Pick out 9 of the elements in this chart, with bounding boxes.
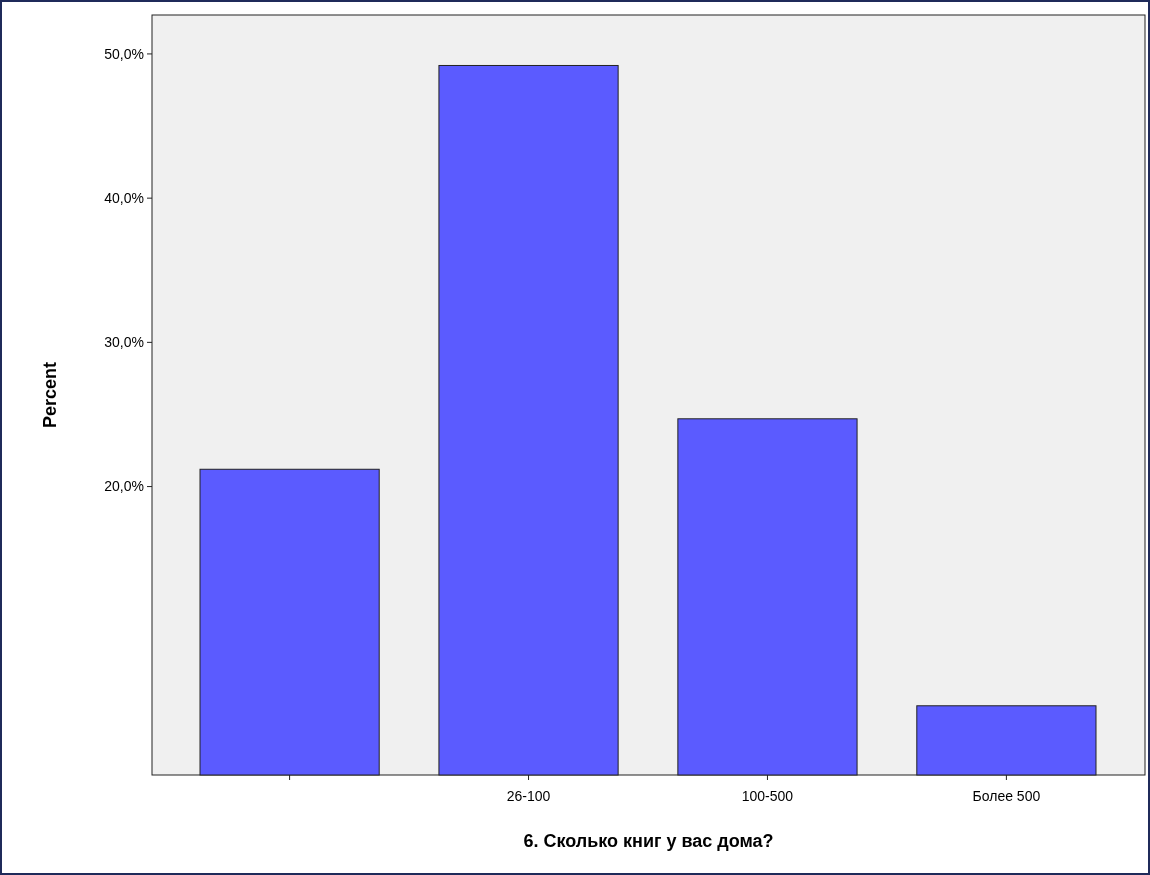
x-tick-label: 26-100 bbox=[506, 788, 551, 804]
y-tick-label: 40,0% bbox=[104, 190, 144, 207]
y-tick-label: 50,0% bbox=[104, 45, 144, 62]
y-tick-label: 30,0% bbox=[104, 334, 144, 351]
x-tick-label: Более 500 bbox=[972, 788, 1041, 804]
x-axis-title: 6. Сколько книг у вас дома? bbox=[523, 831, 774, 851]
y-axis-title: Percent bbox=[40, 361, 60, 429]
x-tick-label: 100-500 bbox=[741, 788, 794, 804]
y-tick-label: 20,0% bbox=[104, 478, 144, 495]
